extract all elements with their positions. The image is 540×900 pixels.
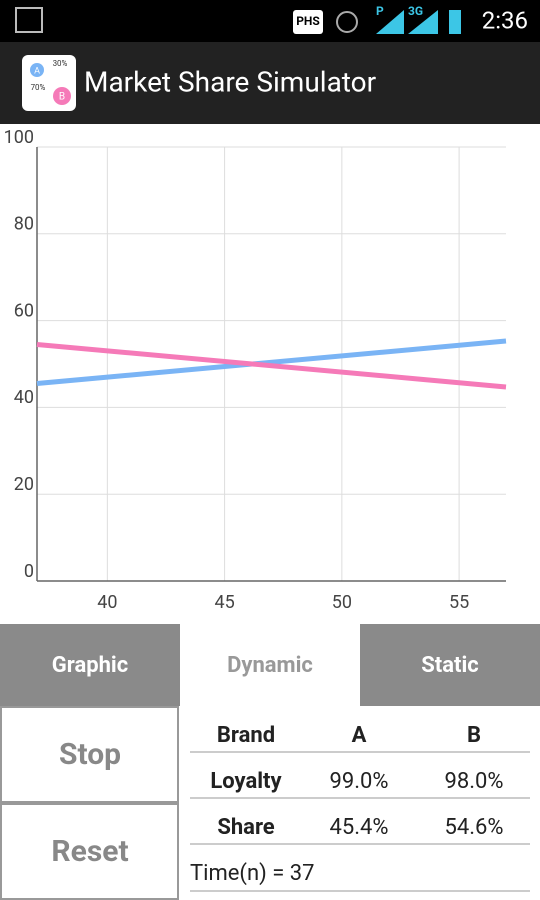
signal-icon bbox=[376, 10, 404, 34]
table-cell: B bbox=[467, 723, 481, 748]
tab[interactable] bbox=[360, 624, 540, 706]
icon-a bbox=[30, 63, 44, 77]
app-title: Market Share Simulator bbox=[84, 65, 377, 98]
y-tick-label: 60 bbox=[14, 300, 34, 321]
table-cell: A bbox=[352, 723, 367, 748]
table-cell: Brand bbox=[217, 723, 275, 748]
icon-b-label: B bbox=[59, 92, 65, 103]
table-cell: 98.0% bbox=[444, 769, 503, 794]
tab[interactable] bbox=[0, 624, 180, 706]
table-footer: Time(n) = 37 bbox=[190, 861, 315, 886]
icon-a-share: 30% bbox=[53, 59, 68, 68]
button-label: Reset bbox=[51, 834, 128, 869]
icon-a-label: A bbox=[34, 66, 40, 76]
x-tick-label: 40 bbox=[97, 592, 117, 613]
tab[interactable] bbox=[180, 624, 360, 706]
y-tick-label: 80 bbox=[14, 214, 34, 235]
button-label: Stop bbox=[59, 737, 121, 772]
button[interactable] bbox=[0, 706, 179, 803]
phs-badge bbox=[293, 10, 323, 34]
tabs: Graphic Dynamic Static bbox=[0, 624, 540, 706]
signal-label: 3G bbox=[408, 4, 423, 18]
tab-label: Graphic bbox=[52, 653, 128, 678]
table-cell: Share bbox=[217, 815, 274, 840]
y-tick-label: 40 bbox=[14, 387, 34, 408]
x-tick-label: 45 bbox=[214, 592, 234, 613]
table-cell: 99.0% bbox=[329, 769, 388, 794]
alarm-icon bbox=[336, 11, 358, 33]
icon-b-share: 70% bbox=[31, 83, 46, 92]
y-tick-label: 100 bbox=[4, 127, 34, 148]
table-cell: 45.4% bbox=[329, 815, 388, 840]
gallery-icon bbox=[15, 7, 43, 33]
icon-b bbox=[53, 87, 71, 105]
battery-icon bbox=[449, 10, 461, 34]
chart: 0 20 40 60 80 100 40 45 50 55 bbox=[4, 127, 507, 613]
x-tick-label: 55 bbox=[449, 592, 469, 613]
table-cell: Loyalty bbox=[210, 769, 282, 794]
y-tick-label: 20 bbox=[14, 474, 34, 495]
buttons: Stop Reset bbox=[0, 706, 179, 900]
button[interactable] bbox=[0, 803, 179, 900]
tab-label: Static bbox=[421, 653, 479, 678]
table: Brand A B Loyalty 99.0% 98.0% Share 45.4% 54.6% T… bbox=[190, 723, 530, 892]
clock: 2:36 bbox=[482, 6, 528, 34]
signal-icon bbox=[408, 10, 438, 34]
phs-label: PHS bbox=[296, 14, 320, 28]
series-line bbox=[36, 341, 507, 390]
tab-label: Dynamic bbox=[227, 653, 313, 678]
signal-label: P bbox=[376, 4, 384, 18]
table-cell: 54.6% bbox=[444, 815, 503, 840]
series-line bbox=[36, 338, 507, 387]
y-tick-label: 0 bbox=[24, 561, 34, 582]
app-bar bbox=[0, 42, 540, 124]
x-tick-label: 50 bbox=[332, 592, 352, 613]
